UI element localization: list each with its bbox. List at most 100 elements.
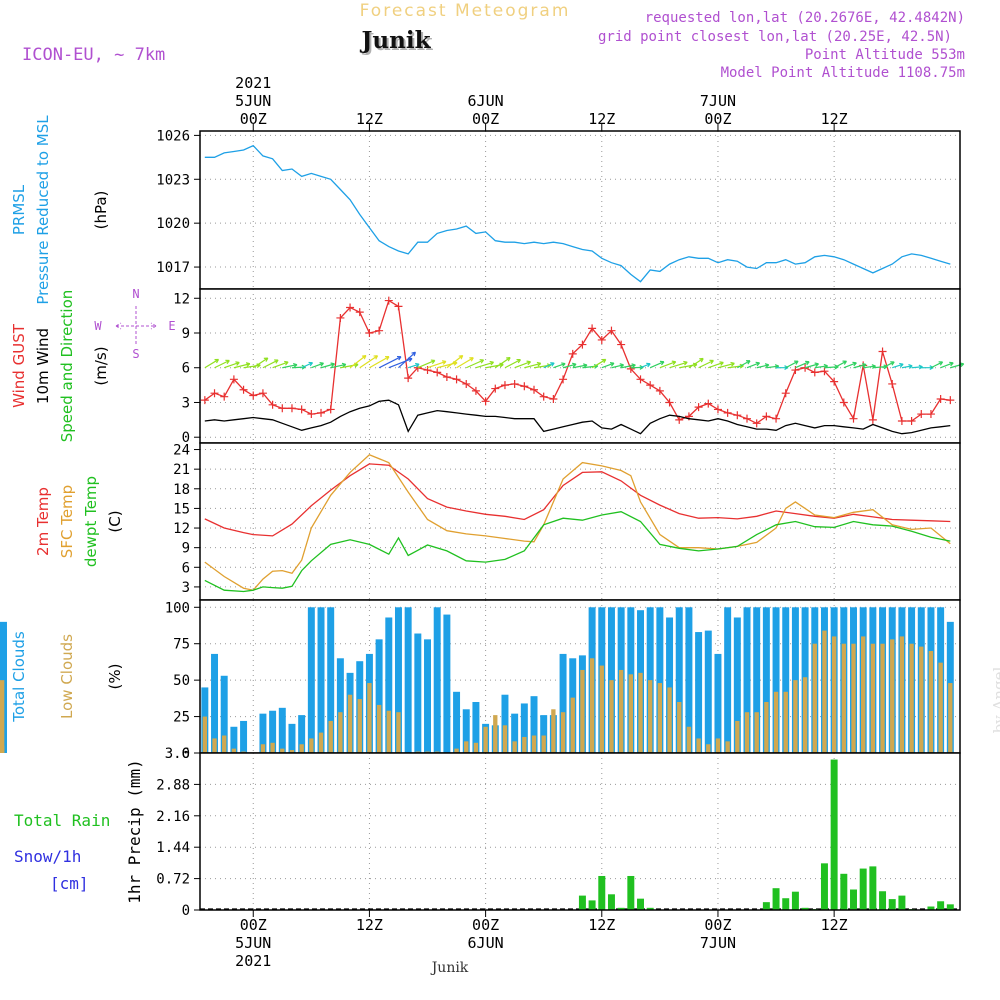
wind-direction-arrow bbox=[465, 359, 485, 369]
wind-direction-arrow bbox=[833, 360, 848, 369]
panels: 1017 1020 1023 1026 PRMSL Pressure Reduced to… bbox=[0, 115, 965, 919]
rain-bar bbox=[646, 907, 654, 910]
wind-direction-arrow bbox=[892, 362, 904, 369]
gust-marker bbox=[384, 296, 393, 305]
gust-marker bbox=[297, 405, 306, 414]
gust-marker bbox=[481, 397, 490, 406]
wind-direction-arrow bbox=[940, 361, 954, 369]
wind-direction-arrow bbox=[543, 362, 555, 369]
low-cloud-bar bbox=[861, 636, 866, 753]
wind-direction-arrow bbox=[717, 361, 735, 369]
compass-south: S bbox=[132, 347, 139, 361]
low-cloud-bar bbox=[909, 643, 914, 753]
panel-wind: 0 3 6 9 12 N S E W Wind GUST 10m Wind Speed and Dir… bbox=[10, 287, 965, 446]
wind-direction-arrow bbox=[601, 362, 615, 369]
y-tick-label: 3 bbox=[182, 580, 190, 596]
wind-direction-arrow bbox=[524, 361, 542, 369]
total-cloud-bar bbox=[375, 639, 383, 753]
precip-snow-label: Snow/1h bbox=[14, 847, 81, 866]
low-cloud-bar bbox=[0, 680, 5, 753]
compass-rose: N S E W bbox=[94, 287, 175, 361]
y-tick-label: 3.6 bbox=[165, 746, 190, 762]
gust-marker bbox=[442, 373, 451, 381]
rain-bar bbox=[762, 902, 770, 910]
gust-marker bbox=[839, 398, 848, 407]
total-cloud-bar bbox=[259, 713, 267, 753]
rain-bar bbox=[830, 759, 838, 910]
y-tick-label: 12 bbox=[173, 291, 190, 307]
y-tick-label: 50 bbox=[173, 673, 190, 689]
rain-bar bbox=[617, 907, 625, 910]
bottom-time-label: 7JUN bbox=[700, 934, 736, 952]
total-cloud-bar bbox=[394, 607, 402, 753]
bottom-time-label: 00Z bbox=[704, 916, 731, 934]
low-cloud-bar bbox=[338, 712, 343, 753]
y-tick-label: 0 bbox=[182, 903, 190, 919]
low-cloud-bar bbox=[793, 680, 798, 753]
low-cloud-bar bbox=[667, 687, 672, 753]
gust-marker bbox=[520, 382, 529, 391]
panel-precip: 0 0.72 1.44 2.16 2.88 3.6 Total Rain Snow/1h [cm… bbox=[14, 746, 961, 919]
total-cloud-bar bbox=[511, 713, 519, 753]
panel-clouds: 0 25 50 75 100 Total Clouds Low Clouds (%) bbox=[0, 599, 961, 762]
top-time-label: 6JUN bbox=[468, 92, 504, 110]
model-name: ICON-EU, ~ 7km bbox=[22, 45, 165, 65]
low-cloud-bar bbox=[231, 748, 237, 753]
low-cloud-bar bbox=[522, 736, 527, 753]
gust-marker bbox=[355, 308, 364, 317]
gust-marker bbox=[897, 417, 906, 425]
low-cloud-bar bbox=[735, 720, 740, 753]
low-cloud-bar bbox=[531, 735, 537, 753]
wind-direction-arrow bbox=[233, 362, 251, 369]
total-cloud-bar bbox=[666, 617, 674, 753]
bottom-time-label: 5JUN bbox=[235, 934, 271, 952]
total-cloud-bar bbox=[278, 707, 286, 753]
rain-bar bbox=[820, 863, 828, 910]
gust-marker bbox=[404, 374, 413, 383]
low-cloud-bar bbox=[686, 726, 692, 753]
panel-label-sfc-temp: SFC Temp bbox=[58, 485, 76, 558]
gust-marker bbox=[888, 379, 897, 388]
gust-marker bbox=[375, 326, 384, 335]
low-cloud-bar bbox=[773, 691, 779, 753]
low-cloud-bar bbox=[483, 726, 488, 753]
low-cloud-bar bbox=[948, 683, 953, 753]
total-cloud-bar bbox=[317, 607, 325, 753]
low-cloud-bar bbox=[812, 643, 817, 753]
panel-label--hpa-: (hPa) bbox=[92, 191, 110, 230]
rain-bar bbox=[772, 888, 780, 910]
panel-label--m-s-: (m/s) bbox=[92, 346, 110, 385]
total-cloud-bar bbox=[288, 723, 296, 753]
wind-direction-arrow bbox=[553, 362, 566, 369]
gust-marker bbox=[926, 410, 935, 419]
y-tick-label: 12 bbox=[173, 521, 190, 537]
top-time-label: 00Z bbox=[704, 110, 731, 128]
low-cloud-bar bbox=[754, 712, 759, 753]
low-cloud-bar bbox=[386, 710, 391, 753]
bottom-time-label: 12Z bbox=[356, 916, 383, 934]
wind-direction-arrow bbox=[698, 359, 714, 369]
rain-bar bbox=[801, 907, 809, 910]
y-tick-label: 1017 bbox=[156, 260, 190, 276]
low-cloud-bar bbox=[473, 742, 479, 753]
plot-area bbox=[200, 131, 960, 289]
wind-direction-arrow bbox=[301, 361, 314, 369]
gust-marker bbox=[326, 405, 335, 414]
series-line-dewpt-temp bbox=[204, 511, 951, 593]
total-cloud-bar bbox=[724, 607, 732, 753]
compass-west: W bbox=[94, 319, 102, 333]
gust-marker bbox=[307, 410, 316, 419]
total-cloud-bar bbox=[646, 607, 654, 753]
gust-marker bbox=[530, 385, 539, 394]
rain-bar bbox=[898, 895, 906, 910]
rain-bar bbox=[782, 898, 790, 910]
wind-direction-arrow bbox=[611, 363, 625, 369]
y-tick-label: 1023 bbox=[156, 172, 190, 188]
rain-bar bbox=[791, 891, 799, 910]
total-cloud-bar bbox=[714, 653, 722, 753]
bottom-time-label: 2021 bbox=[235, 952, 271, 970]
footer-location: Junik bbox=[430, 960, 469, 976]
total-cloud-bar bbox=[424, 639, 432, 753]
low-cloud-bar bbox=[502, 725, 508, 753]
